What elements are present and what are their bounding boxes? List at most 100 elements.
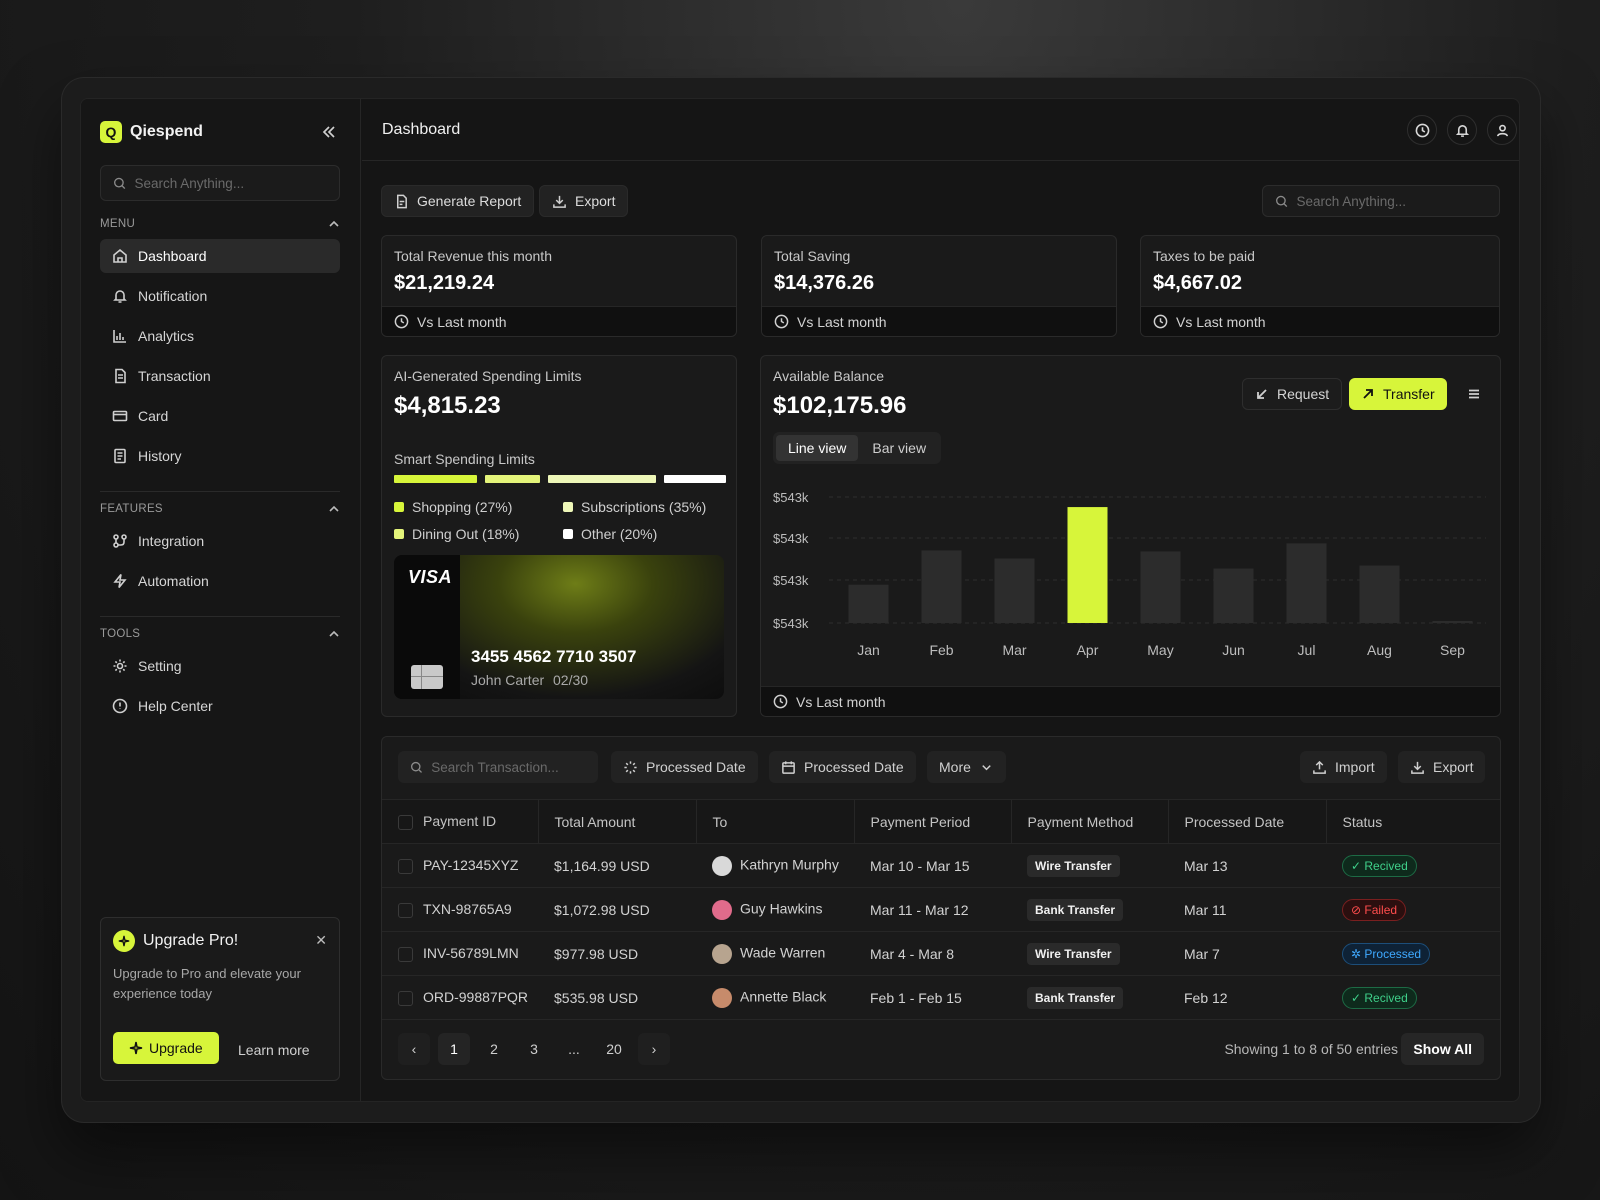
next-page-icon[interactable]: ›: [638, 1033, 670, 1065]
column-header[interactable]: Total Amount: [538, 799, 697, 844]
bar-mar[interactable]: [994, 558, 1035, 623]
column-header[interactable]: Processed Date: [1168, 799, 1327, 844]
sidebar-item-analytics[interactable]: Analytics: [100, 319, 340, 353]
sidebar-item-help-center[interactable]: Help Center: [100, 689, 340, 723]
page-button[interactable]: 2: [490, 1041, 498, 1057]
stat-label: Total Revenue this month: [394, 248, 552, 264]
sidebar-search-input[interactable]: [134, 175, 327, 191]
bar-view-tab[interactable]: Bar view: [872, 440, 927, 456]
request-button[interactable]: Request: [1242, 378, 1343, 410]
bar-jun[interactable]: [1213, 568, 1254, 623]
bar-sep[interactable]: [1432, 620, 1473, 623]
column-header[interactable]: Payment ID: [382, 799, 539, 844]
user-icon[interactable]: [1487, 115, 1517, 145]
smart-limits-label: Smart Spending Limits: [394, 451, 535, 467]
collapse-sidebar-icon[interactable]: [320, 123, 338, 141]
visa-card[interactable]: VISA 3455 4562 7710 3507 John Carter 02/…: [394, 555, 724, 699]
cell-to: Annette Black: [696, 975, 854, 1020]
clock-icon[interactable]: [1407, 115, 1437, 145]
x-tick-label: Jan: [857, 642, 880, 658]
arrow-down-left-icon: [1257, 389, 1267, 399]
sidebar-item-integration[interactable]: Integration: [100, 524, 340, 558]
bar-feb[interactable]: [921, 550, 962, 623]
sidebar-item-setting[interactable]: Setting: [100, 649, 340, 683]
bar-may[interactable]: [1140, 551, 1181, 623]
show-all-button[interactable]: Show All: [1401, 1033, 1484, 1065]
learn-more-link[interactable]: Learn more: [238, 1042, 310, 1058]
transfer-label: Transfer: [1383, 386, 1435, 402]
pagination: ‹ 1 2 3 ... 20 ›: [398, 1033, 670, 1065]
sidebar-search[interactable]: [100, 165, 340, 201]
bar-aug[interactable]: [1359, 565, 1400, 623]
export-label: Export: [1433, 759, 1474, 775]
sidebar-item-label: Analytics: [138, 328, 195, 344]
table-row[interactable]: PAY-12345XYZ $1,164.99 USD Kathryn Murphy M…: [382, 843, 1500, 888]
cell-date: Mar 7: [1168, 931, 1326, 976]
row-checkbox[interactable]: [398, 902, 413, 918]
tools-section-header[interactable]: TOOLS: [100, 628, 340, 640]
menu-section-title: MENU: [100, 218, 136, 230]
sidebar-item-card[interactable]: Card: [100, 399, 340, 433]
method-badge: Wire Transfer: [1027, 942, 1120, 965]
column-header[interactable]: Payment Method: [1011, 799, 1169, 844]
processed-date-filter[interactable]: Processed Date: [611, 751, 758, 783]
chevron-up-icon[interactable]: [328, 628, 340, 640]
prev-page-icon[interactable]: ‹: [398, 1033, 430, 1065]
chevron-up-icon[interactable]: [328, 503, 340, 515]
main-search-input[interactable]: [1296, 193, 1487, 209]
page-button[interactable]: 1: [438, 1033, 470, 1065]
sidebar-item-automation[interactable]: Automation: [100, 564, 340, 598]
export-label: Export: [575, 193, 616, 209]
generate-report-button[interactable]: Generate Report: [381, 185, 535, 217]
recipient-name: Kathryn Murphy: [740, 856, 839, 873]
sidebar-item-history[interactable]: History: [100, 439, 340, 473]
more-dropdown[interactable]: More: [927, 751, 1006, 783]
upgrade-button[interactable]: Upgrade: [113, 1032, 219, 1064]
processed-date-picker[interactable]: Processed Date: [769, 751, 916, 783]
row-checkbox[interactable]: [398, 946, 413, 962]
card-icon: [112, 410, 128, 422]
bar-jul[interactable]: [1286, 543, 1327, 623]
column-header[interactable]: To: [696, 799, 855, 844]
select-all-checkbox[interactable]: [398, 814, 413, 830]
sidebar-item-label: Automation: [138, 573, 209, 589]
download-icon: [1411, 761, 1424, 774]
menu-section-header[interactable]: MENU: [100, 218, 340, 230]
transaction-search[interactable]: [398, 751, 598, 783]
table-row[interactable]: ORD-99887PQR $535.98 USD Annette Black Feb …: [382, 975, 1500, 1020]
page-button[interactable]: 3: [530, 1041, 538, 1057]
transfer-button[interactable]: Transfer: [1349, 378, 1447, 410]
bar-jan[interactable]: [848, 584, 889, 623]
brand[interactable]: Q Qiespend: [100, 121, 203, 143]
row-checkbox[interactable]: [398, 858, 413, 874]
table-row[interactable]: TXN-98765A9 $1,072.98 USD Guy Hawkins Mar 1…: [382, 887, 1500, 932]
row-checkbox[interactable]: [398, 990, 413, 1006]
legend-swatch: [394, 502, 404, 512]
import-button[interactable]: Import: [1300, 751, 1387, 783]
menu-icon[interactable]: [1459, 378, 1489, 410]
sidebar-item-dashboard[interactable]: Dashboard: [100, 239, 340, 273]
column-header[interactable]: Status: [1326, 799, 1500, 844]
transaction-search-input[interactable]: [431, 759, 586, 775]
sidebar-item-notification[interactable]: Notification: [100, 279, 340, 313]
chevron-up-icon[interactable]: [328, 218, 340, 230]
sidebar-item-transaction[interactable]: Transaction: [100, 359, 340, 393]
bar-apr[interactable]: [1067, 507, 1108, 623]
table-export-button[interactable]: Export: [1398, 751, 1486, 783]
cell-method: Bank Transfer: [1011, 975, 1168, 1020]
column-header[interactable]: Payment Period: [854, 799, 1012, 844]
table-row[interactable]: INV-56789LMN $977.98 USD Wade Warren Mar 4 …: [382, 931, 1500, 976]
bell-icon[interactable]: [1447, 115, 1477, 145]
features-section-header[interactable]: FEATURES: [100, 503, 340, 515]
line-view-tab[interactable]: Line view: [776, 435, 859, 461]
brand-logo-icon: Q: [100, 121, 122, 143]
status-icon: ✓: [1351, 858, 1365, 873]
close-icon[interactable]: ✕: [315, 932, 327, 948]
cell-to: Kathryn Murphy: [696, 843, 854, 888]
search-icon: [1276, 195, 1288, 207]
main-search[interactable]: [1262, 185, 1500, 217]
sidebar-item-label: Integration: [138, 533, 205, 549]
export-button[interactable]: Export: [539, 185, 629, 217]
page-button[interactable]: 20: [606, 1041, 622, 1057]
stat-label: Taxes to be paid: [1153, 248, 1255, 264]
